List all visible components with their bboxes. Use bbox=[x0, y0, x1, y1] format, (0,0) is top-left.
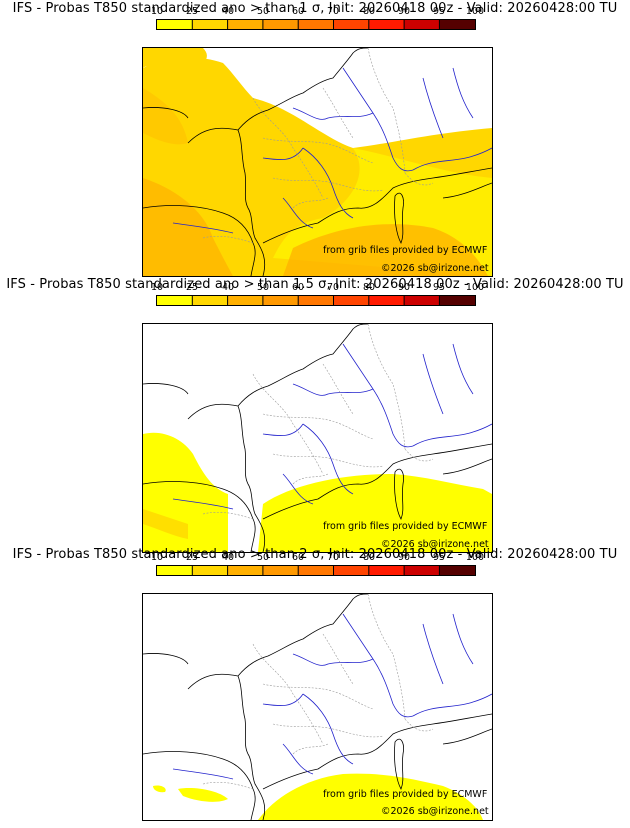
probability-fill bbox=[143, 48, 492, 276]
source-credit: from grib files provided by ECMWF bbox=[323, 789, 488, 800]
admin-borders bbox=[202, 324, 434, 520]
coastline bbox=[143, 594, 492, 820]
legend-tick: 10 bbox=[150, 6, 164, 17]
legend-tick: 95 bbox=[432, 282, 446, 293]
map-canvas bbox=[143, 324, 492, 552]
legend-tick: 70 bbox=[326, 282, 340, 293]
legend-tick: 50 bbox=[256, 6, 270, 17]
legend-tick: 50 bbox=[256, 282, 270, 293]
legend-tick: 90 bbox=[397, 282, 411, 293]
panel-title: IFS - Probas T850 standardized ano > tha… bbox=[12, 1, 618, 16]
legend-tick: 40 bbox=[221, 282, 235, 293]
probability-fill bbox=[143, 432, 492, 552]
legend-tick: 80 bbox=[362, 282, 376, 293]
legend-swatches bbox=[157, 566, 475, 575]
panel-title: IFS - Probas T850 standardized ano > tha… bbox=[6, 277, 624, 292]
map-canvas bbox=[143, 48, 492, 276]
source-credit: from grib files provided by ECMWF bbox=[323, 245, 488, 256]
copyright-credit: ©2026 sb@irizone.net bbox=[381, 539, 489, 550]
legend-tick: 10 bbox=[150, 282, 164, 293]
legend-tick: 70 bbox=[326, 6, 340, 17]
legend-tick: 90 bbox=[397, 552, 411, 563]
legend-tick: 100 bbox=[465, 282, 485, 293]
legend-tick: 80 bbox=[362, 6, 376, 17]
probability-map: from grib files provided by ECMWF ©2026 … bbox=[142, 593, 493, 821]
legend-tick: 100 bbox=[465, 6, 485, 17]
admin-borders bbox=[202, 594, 434, 790]
legend-tick: 95 bbox=[432, 552, 446, 563]
map-panel-3: IFS - Probas T850 standardized ano > tha… bbox=[0, 546, 630, 822]
legend-tick: 80 bbox=[362, 552, 376, 563]
legend-swatches bbox=[157, 20, 475, 29]
panel-title: IFS - Probas T850 standardized ano > tha… bbox=[12, 547, 618, 562]
legend-tick: 50 bbox=[256, 552, 270, 563]
legend-tick: 95 bbox=[432, 6, 446, 17]
rivers bbox=[172, 343, 492, 510]
map-canvas bbox=[143, 594, 492, 820]
color-legend: 10 25 40 50 60 70 80 90 95 100 bbox=[151, 282, 484, 306]
probability-fill bbox=[153, 773, 483, 820]
probability-map: from grib files provided by ECMWF ©2026 … bbox=[142, 47, 493, 277]
legend-tick: 70 bbox=[326, 552, 340, 563]
coastline bbox=[143, 324, 492, 552]
legend-tick: 40 bbox=[221, 6, 235, 17]
probability-map: from grib files provided by ECMWF ©2026 … bbox=[142, 323, 493, 553]
legend-swatches bbox=[157, 296, 475, 305]
copyright-credit: ©2026 sb@irizone.net bbox=[381, 263, 489, 274]
legend-tick: 25 bbox=[185, 282, 199, 293]
legend-tick: 25 bbox=[185, 6, 199, 17]
color-legend: 10 25 40 50 60 70 80 90 95 100 bbox=[151, 6, 484, 30]
legend-tick: 25 bbox=[185, 552, 199, 563]
color-legend: 10 25 40 50 60 70 80 90 95 100 bbox=[151, 552, 484, 576]
map-panel-2: IFS - Probas T850 standardized ano > tha… bbox=[0, 276, 630, 553]
rivers bbox=[172, 67, 492, 234]
legend-tick: 100 bbox=[465, 552, 485, 563]
legend-tick: 90 bbox=[397, 6, 411, 17]
copyright-credit: ©2026 sb@irizone.net bbox=[381, 806, 489, 817]
coastline bbox=[143, 48, 492, 276]
admin-borders bbox=[202, 48, 434, 244]
legend-tick: 10 bbox=[150, 552, 164, 563]
legend-tick: 60 bbox=[291, 6, 305, 17]
legend-tick: 60 bbox=[291, 282, 305, 293]
map-panel-1: IFS - Probas T850 standardized ano > tha… bbox=[0, 0, 630, 277]
legend-tick: 60 bbox=[291, 552, 305, 563]
rivers bbox=[172, 613, 492, 780]
source-credit: from grib files provided by ECMWF bbox=[323, 521, 488, 532]
legend-tick: 40 bbox=[221, 552, 235, 563]
